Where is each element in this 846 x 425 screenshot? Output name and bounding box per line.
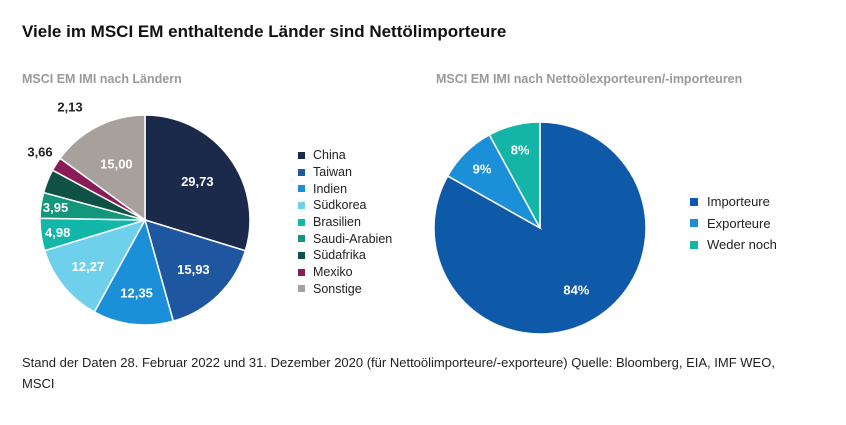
left-data-label-taiwan: 15,93 (177, 262, 210, 277)
left-slice-indien (93, 218, 175, 326)
left-legend-swatch-mexiko (298, 268, 305, 276)
right-chart-legend: Importeure Exporteure Weder noch (690, 191, 777, 256)
left-data-label-suedkorea: 12,27 (72, 259, 105, 274)
left-chart-legend: China Taiwan Indien Südkorea Brasilien Saudi-… (298, 147, 392, 297)
left-legend-label-china: China (313, 148, 346, 163)
right-legend-label-importeure: Importeure (707, 194, 770, 210)
right-data-label-importeure: 84% (563, 283, 589, 298)
right-slice-weder-noch (488, 121, 541, 229)
left-legend-item-saudi-arabien: Saudi-Arabien (298, 230, 392, 247)
left-legend-swatch-sonstige (298, 285, 305, 293)
left-data-label-sonstige: 15,00 (100, 156, 133, 171)
right-legend-swatch-exporteure (690, 219, 698, 228)
left-legend-swatch-china (298, 151, 305, 159)
left-legend-swatch-suedafrika (298, 251, 305, 259)
left-data-label-indien: 12,35 (120, 286, 153, 301)
right-data-label-weder-noch: 8% (511, 142, 530, 157)
left-legend-label-sonstige: Sonstige (313, 281, 362, 296)
left-legend-label-indien: Indien (313, 181, 348, 196)
left-slice-sonstige (59, 114, 146, 222)
right-legend-label-weder-noch: Weder noch (707, 237, 777, 253)
right-legend-item-weder-noch: Weder noch (690, 234, 777, 256)
left-legend-item-mexiko: Mexiko (298, 264, 392, 281)
right-legend-item-importeure: Importeure (690, 191, 777, 213)
left-slice-suedkorea (43, 218, 147, 313)
left-legend-label-suedkorea: Südkorea (313, 198, 367, 213)
left-legend-label-suedafrika: Südafrika (313, 248, 366, 263)
left-legend-item-suedafrika: Südafrika (298, 247, 392, 264)
left-data-label-saudi-arabien: 3,95 (43, 200, 68, 215)
left-data-label-mexiko: 2,13 (57, 100, 82, 115)
left-data-label-china: 29,73 (181, 174, 214, 189)
left-legend-label-brasilien: Brasilien (313, 215, 361, 230)
source-footnote: Stand der Daten 28. Februar 2022 und 31.… (22, 355, 775, 391)
left-legend-label-taiwan: Taiwan (313, 165, 352, 180)
left-data-label-suedafrika: 3,66 (27, 145, 52, 160)
left-legend-swatch-suedkorea (298, 201, 305, 209)
right-legend-item-exporteure: Exporteure (690, 213, 777, 235)
left-legend-item-indien: Indien (298, 180, 392, 197)
right-legend-swatch-importeure (690, 197, 698, 206)
left-legend-swatch-taiwan (298, 168, 305, 176)
left-legend-item-suedkorea: Südkorea (298, 197, 392, 214)
left-legend-item-brasilien: Brasilien (298, 214, 392, 231)
left-legend-label-mexiko: Mexiko (313, 265, 353, 280)
right-chart-subtitle: MSCI EM IMI nach Nettoölexporteuren/-imp… (436, 72, 743, 86)
left-legend-item-sonstige: Sonstige (298, 281, 392, 298)
right-legend-label-exporteure: Exporteure (707, 215, 771, 231)
left-legend-item-taiwan: Taiwan (298, 164, 392, 181)
right-legend-swatch-weder-noch (690, 240, 698, 249)
left-legend-label-saudi-arabien: Saudi-Arabien (313, 231, 393, 246)
right-data-label-exporteure: 9% (473, 162, 492, 177)
left-legend-item-china: China (298, 147, 392, 164)
left-chart-subtitle: MSCI EM IMI nach Ländern (22, 72, 182, 86)
left-legend-swatch-saudi-arabien (298, 235, 305, 243)
left-legend-swatch-indien (298, 185, 305, 193)
chart-title: Viele im MSCI EM enthaltende Länder sind… (22, 22, 507, 41)
left-legend-swatch-brasilien (298, 218, 305, 226)
left-slice-taiwan (143, 218, 247, 323)
left-data-label-brasilien: 4,98 (45, 225, 70, 240)
left-slice-china (144, 114, 251, 252)
